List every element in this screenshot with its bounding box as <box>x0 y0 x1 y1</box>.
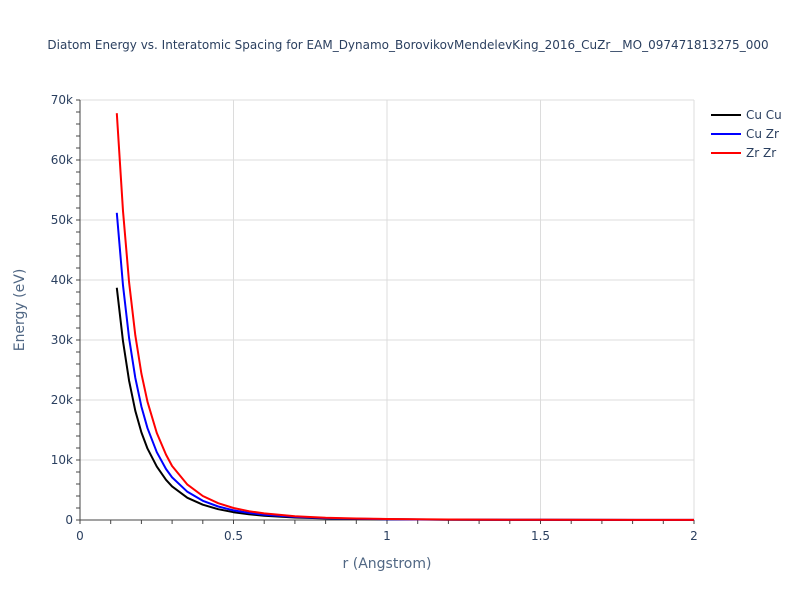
grid-lines <box>80 99 695 520</box>
legend-item-cu-zr[interactable]: Cu Zr <box>711 127 779 141</box>
x-axis-title: r (Angstrom) <box>343 556 432 572</box>
y-tick-label: 20k <box>51 393 73 407</box>
y-tick-label: 50k <box>51 213 73 227</box>
x-tick-label: 0 <box>76 529 84 543</box>
legend-label: Cu Zr <box>746 127 779 141</box>
y-tick-label: 40k <box>51 273 73 287</box>
x-tick-label: 1.5 <box>531 529 550 543</box>
y-tick-label: 70k <box>51 93 73 107</box>
legend-label: Zr Zr <box>746 146 776 160</box>
x-tick-label: 2 <box>690 529 698 543</box>
y-tick-label: 0 <box>65 513 73 527</box>
chart-title: Diatom Energy vs. Interatomic Spacing fo… <box>47 38 768 52</box>
series-line-zr-zr <box>115 113 695 521</box>
legend-label: Cu Cu <box>746 108 782 122</box>
y-tick-label: 60k <box>51 153 73 167</box>
y-tick-label: 10k <box>51 453 73 467</box>
legend-item-cu-cu[interactable]: Cu Cu <box>711 108 782 122</box>
legend[interactable]: Cu Cu Cu Zr Zr Zr <box>711 108 782 160</box>
axes: 0 0.5 1 1.5 2 0 10k 20k 30k 40k 50k 60k 70k <box>51 93 698 543</box>
y-axis-title: Energy (eV) <box>12 269 28 352</box>
x-tick-label: 1 <box>383 529 391 543</box>
y-tick-label: 30k <box>51 333 73 347</box>
series-lines <box>115 113 695 521</box>
x-tick-label: 0.5 <box>224 529 243 543</box>
legend-item-zr-zr[interactable]: Zr Zr <box>711 146 776 160</box>
